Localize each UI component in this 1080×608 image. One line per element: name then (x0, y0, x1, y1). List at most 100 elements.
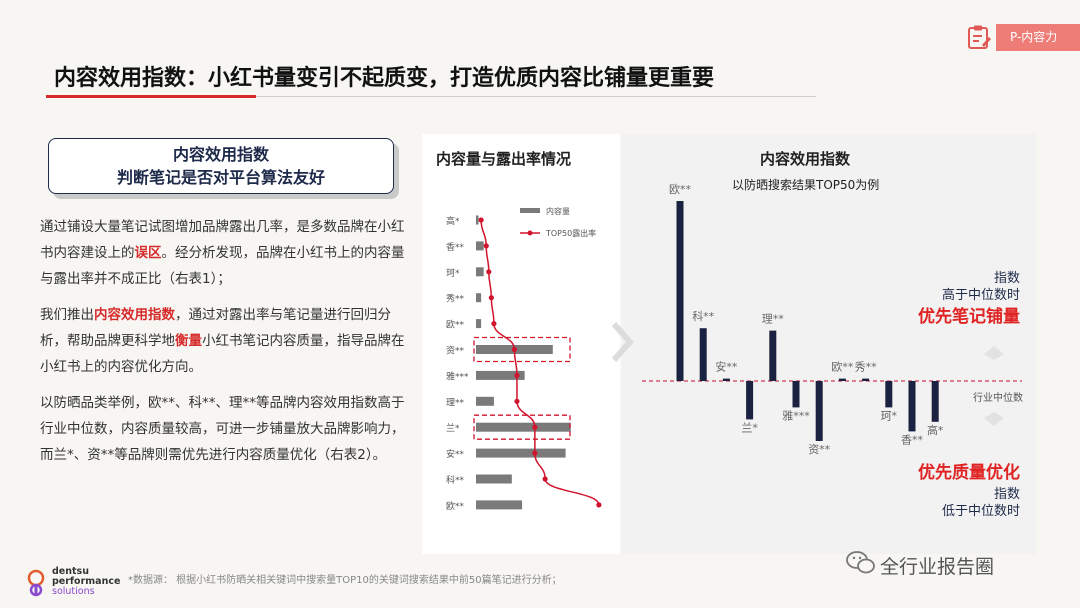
content-volume-bar (476, 319, 482, 329)
content-volume-bar (476, 370, 525, 380)
exposure-rate-line (480, 219, 600, 506)
p2-text-a: 我们推出 (40, 307, 94, 323)
highlight-box (473, 336, 571, 363)
left-chart-title: 内容量与露出率情况 (436, 150, 572, 168)
logo-line-3: solutions (52, 586, 95, 597)
p1-text-b: 。经分析发现，品牌在小红书上的内容量与露出率并不成正比（右表1）； (40, 245, 405, 287)
content-exposure-chart: 内容量 TOP50露出率 高* 香** 珂* 秀** 欧** 资** 雅*** 理** 兰* 安** 科… (446, 206, 602, 512)
utility-bar (792, 381, 800, 408)
annotation-top-line-2: 高于中位数时 (941, 288, 1020, 303)
exposure-rate-point (514, 398, 520, 404)
annotation-bottom-line-1: 指数 (993, 487, 1020, 502)
body-text: 通过铺设大量笔记试图增加品牌露出几率，是多数品牌在小红书内容建设上的误区。经分析… (40, 214, 410, 478)
annotation-bottom-highlight: 优先质量优化 (918, 463, 1020, 483)
annotation-above-median: 指数 高于中位数时 优先笔记铺量 (918, 270, 1020, 330)
logo-line-2: performance (52, 576, 121, 587)
content-volume-bar (476, 422, 571, 432)
utility-bar (769, 330, 777, 381)
content-volume-bar (476, 500, 523, 510)
median-label: 行业中位数 (973, 393, 1023, 404)
content-volume-bar (476, 474, 512, 484)
right-chart-subtitle: 以防晒搜索结果TOP50为例 (732, 178, 880, 192)
left-chart-panel (422, 134, 620, 554)
source-note: *数据源： 根据小红书防晒关相关键词中搜索量TOP10的关键词搜索结果中前50篇… (128, 575, 562, 586)
chevron-right-icon (612, 322, 634, 362)
y-tick-label: 高* (446, 215, 460, 227)
y-tick-label: 雅*** (446, 370, 469, 382)
utility-bar (746, 381, 754, 420)
p2-highlight: 内容效用指数 (94, 307, 175, 323)
annotation-top-line-1: 指数 (993, 271, 1020, 286)
legend-label-content: 内容量 (546, 206, 570, 216)
paragraph-3: 以防晒品类举例，欧**、科**、理**等品牌内容效用指数高于行业中位数，内容质量… (40, 395, 405, 463)
bar-category-label: 兰* (741, 421, 758, 434)
exposure-rate-point (488, 295, 494, 301)
exposure-rate-point (596, 502, 602, 508)
exposure-rate-point (542, 476, 548, 482)
utility-bar (815, 381, 823, 441)
bar-category-label: 雅*** (782, 408, 810, 422)
bar-category-label: 理** (762, 313, 784, 326)
logo-line-1: dentsu (52, 566, 89, 577)
watermark: 全行业报告圈 (880, 556, 995, 578)
content-volume-bar (476, 448, 566, 458)
section-tag: P-内容力 (996, 24, 1080, 51)
p2-text-b: ，通过对露出率与笔记量进行回归分析，帮助品牌更科学地 (40, 307, 391, 349)
p1-highlight: 误区 (134, 245, 162, 261)
bar-category-label: 科** (692, 309, 714, 323)
utility-bar (699, 328, 707, 381)
exposure-rate-point (514, 372, 520, 378)
utility-bar (676, 201, 684, 381)
annotation-below-median: 优先质量优化 指数 低于中位数时 (918, 460, 1020, 520)
exposure-rate-point (486, 269, 492, 275)
y-tick-label: 珂* (446, 268, 460, 279)
exposure-rate-point (532, 424, 538, 430)
utility-bar (862, 378, 870, 381)
title-underline (256, 96, 816, 97)
right-chart-panel (622, 134, 1036, 554)
legend-dot-exposure (527, 230, 533, 236)
annotation-top-highlight: 优先笔记铺量 (918, 307, 1020, 327)
bar-category-label: 秀** (855, 361, 877, 374)
exposure-rate-point (478, 217, 484, 223)
exposure-rate-point (511, 346, 517, 353)
bar-category-label: 安** (715, 360, 737, 374)
callout-box: 内容效用指数 判断笔记是否对平台算法友好 (48, 138, 394, 194)
p1-text-a: 通过铺设大量笔记试图增加品牌露出几率，是多数品牌在小红书内容建设上的 (40, 219, 405, 261)
utility-bar (908, 381, 916, 432)
dentsu-logo (27, 569, 45, 597)
utility-bar (885, 381, 893, 408)
legend-label-exposure: TOP50露出率 (545, 228, 596, 238)
y-tick-label: 理** (446, 397, 465, 408)
arrow-down-icon (984, 412, 1004, 426)
annotation-bottom-line-2: 低于中位数时 (941, 504, 1020, 519)
page-title: 内容效用指数：小红书量变引不起质变，打造优质内容比铺量更重要 (54, 66, 715, 91)
highlight-box (473, 414, 571, 440)
exposure-rate-point (483, 243, 489, 249)
content-volume-bar (476, 215, 479, 225)
exposure-rate-point (491, 321, 497, 327)
wechat-icon (846, 551, 875, 574)
bar-category-label: 高* (927, 423, 944, 437)
callout-line-2: 判断笔记是否对平台算法友好 (116, 168, 325, 187)
bar-category-label: 欧** (831, 361, 853, 374)
y-tick-label: 安** (446, 448, 465, 460)
y-tick-label: 欧** (446, 319, 465, 331)
bar-category-label: 欧** (669, 183, 691, 196)
bar-category-label: 珂* (881, 409, 898, 422)
clipboard-icon (968, 25, 991, 49)
right-chart-title: 内容效用指数 (760, 150, 851, 168)
arrow-up-icon (984, 346, 1004, 360)
utility-bar (931, 381, 939, 422)
p2-text-c: 小红书笔记内容质量，指导品牌在小红书上的内容优化方向。 (40, 333, 405, 375)
content-volume-bar (476, 293, 482, 303)
content-volume-bar (476, 396, 494, 406)
y-tick-label: 兰* (446, 422, 460, 434)
y-tick-label: 香** (446, 242, 465, 253)
utility-bar (722, 378, 730, 381)
paragraph-2: 我们推出内容效用指数，通过对露出率与笔记量进行回归分析，帮助品牌更科学地衡量小红… (40, 302, 410, 380)
content-volume-bar (476, 267, 484, 277)
bar-category-label: 香** (901, 433, 923, 446)
y-tick-label: 欧** (446, 500, 465, 512)
exposure-rate-point (532, 450, 538, 456)
